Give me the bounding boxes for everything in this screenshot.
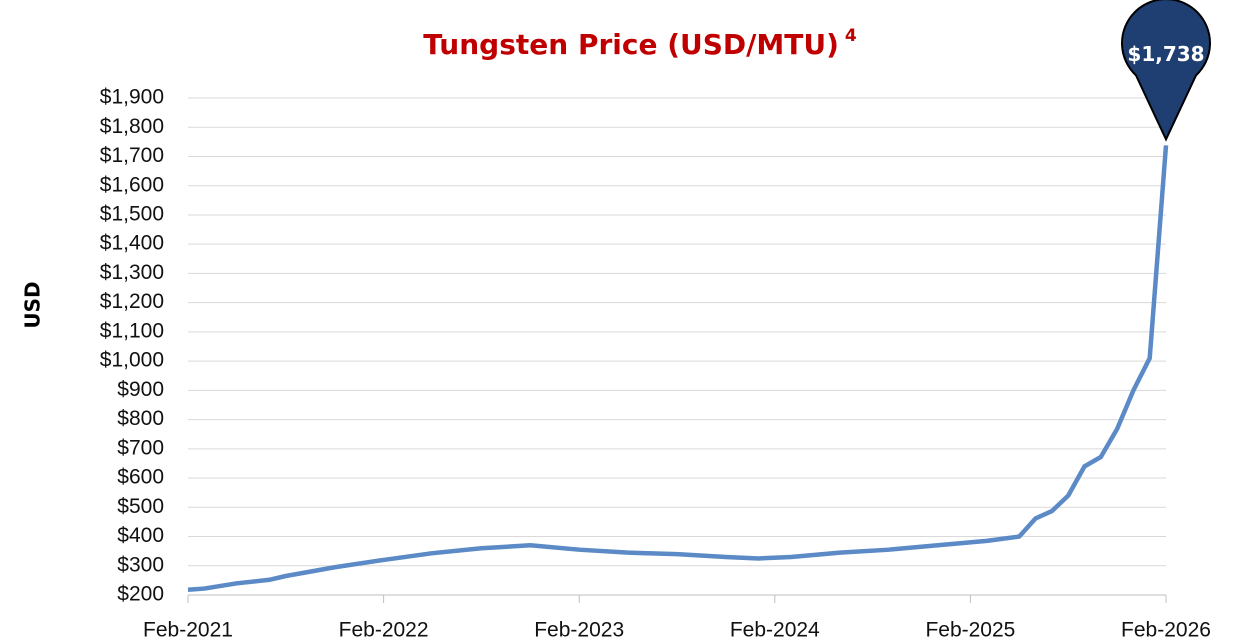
y-tick-label: $1,900 <box>100 86 164 109</box>
value-pin: $1,738 <box>1121 0 1211 142</box>
y-tick-label: $1,300 <box>100 261 164 284</box>
x-tick-label: Feb-2024 <box>730 619 820 642</box>
title-note: 4 <box>845 26 857 46</box>
price-line <box>187 145 1169 592</box>
y-tick-label: $1,100 <box>100 319 164 342</box>
y-tick-label: $1,600 <box>100 173 164 196</box>
y-tick-label: $400 <box>117 524 164 547</box>
x-tick-label: Feb-2022 <box>339 619 429 642</box>
y-tick-label: $300 <box>117 553 164 576</box>
pin-label: $1,738 <box>1127 42 1204 66</box>
y-tick-label: $1,000 <box>100 349 164 372</box>
y-tick-label: $1,500 <box>100 202 164 225</box>
x-tick-label: Feb-2021 <box>143 619 233 642</box>
y-tick-label: $900 <box>117 378 164 401</box>
y-axis-label: USD <box>21 281 45 328</box>
y-tick-label: $600 <box>117 466 164 489</box>
y-tick-label: $800 <box>117 407 164 430</box>
x-tick-label: Feb-2023 <box>534 619 624 642</box>
x-tick-label: Feb-2026 <box>1121 619 1211 642</box>
pin-shape <box>1121 0 1211 142</box>
x-tick-label: Feb-2025 <box>925 619 1015 642</box>
y-tick-label: $200 <box>117 583 164 606</box>
y-tick-label: $1,400 <box>100 232 164 255</box>
y-tick-label: $700 <box>117 436 164 459</box>
y-tick-label: $1,200 <box>100 290 164 313</box>
y-tick-label: $1,800 <box>100 115 164 138</box>
chart-title: Tungsten Price (USD/MTU) 4 <box>423 26 857 61</box>
y-tick-label: $1,700 <box>100 144 164 167</box>
title-text: Tungsten Price (USD/MTU) <box>423 28 839 61</box>
y-tick-label: $500 <box>117 495 164 518</box>
